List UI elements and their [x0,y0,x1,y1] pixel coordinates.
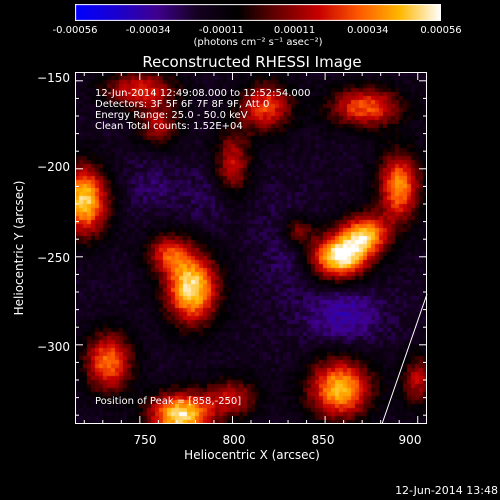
info-time-range: 12-Jun-2014 12:49:08.000 to 12:52:54.000 [95,88,311,99]
info-total-counts: Clean Total counts: 1.52E+04 [95,121,243,132]
x-tick-label: 900 [398,433,422,447]
x-tick-label: 850 [311,433,335,447]
colorbar-unit-label: (photons cm⁻² s⁻¹ asec⁻²) [193,37,323,48]
y-tick-label: −150 [37,71,70,85]
info-energy-range: Energy Range: 25.0 - 50.0 keV [95,110,248,121]
colorbar-tick-label: -0.00056 [52,25,98,36]
colorbar-tick-label: 0.00034 [347,25,389,36]
x-axis-label: Heliocentric X (arcsec) [184,448,320,462]
colorbar-tick-label: 0.00011 [273,25,316,36]
colorbar-tick-label: -0.00011 [198,25,244,36]
plot-timestamp: 12-Jun-2014 13:48 [395,484,498,497]
peak-position-label: Position of Peak = [858,-250] [95,396,242,407]
plot-title: Reconstructed RHESSI Image [142,53,362,71]
y-axis-label: Heliocentric Y (arcsec) [12,180,26,316]
x-tick-label: 800 [222,433,246,447]
y-tick-label: −300 [37,340,70,354]
colorbar-tick-label: 0.00056 [420,25,462,36]
solar-limb-line [381,293,428,425]
x-tick-label: 750 [133,433,157,447]
y-tick-label: −200 [37,160,70,174]
info-detectors: Detectors: 3F 5F 6F 7F 8F 9F, Att 0 [95,99,270,110]
y-tick-label: −250 [37,251,70,265]
colorbar [75,4,441,21]
heatmap-image [75,72,427,424]
colorbar-tick-label: -0.00034 [125,25,171,36]
